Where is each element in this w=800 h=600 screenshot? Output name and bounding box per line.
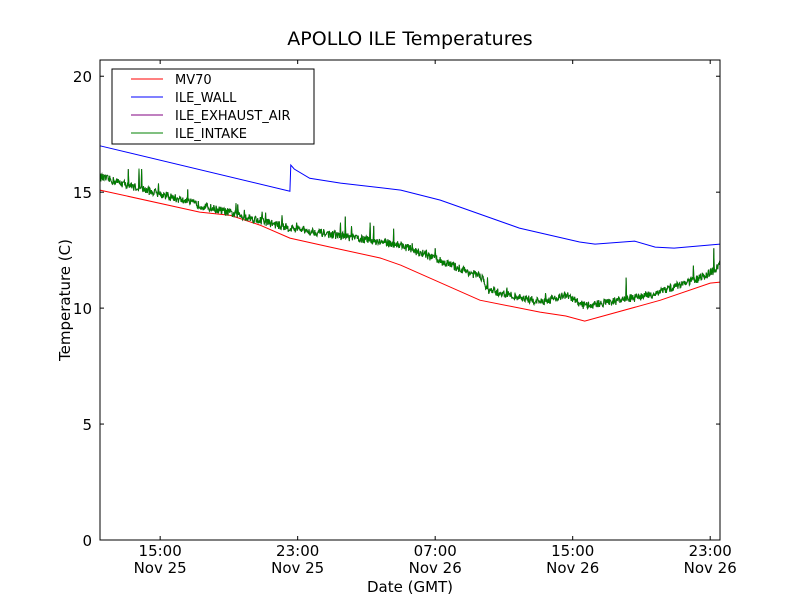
y-axis-label: Temperature (C) xyxy=(56,239,74,362)
series-line-mv70 xyxy=(99,189,721,322)
x-tick-date: Nov 26 xyxy=(409,559,462,577)
x-tick-date: Nov 26 xyxy=(546,559,599,577)
series-line-ile-intake xyxy=(99,168,721,311)
y-tick-label: 10 xyxy=(73,300,92,318)
y-tick-label: 15 xyxy=(73,184,92,202)
legend-label: ILE_INTAKE xyxy=(175,127,247,142)
y-tick-label: 20 xyxy=(73,68,92,86)
series-line-ile-wall xyxy=(99,145,721,249)
y-tick-label: 0 xyxy=(82,532,92,550)
x-tick-time: 15:00 xyxy=(551,542,594,560)
legend-label: ILE_EXHAUST_AIR xyxy=(175,109,291,124)
legend-label: MV70 xyxy=(175,73,212,88)
x-tick-time: 07:00 xyxy=(414,542,457,560)
x-tick-time: 23:00 xyxy=(689,542,732,560)
x-tick-date: Nov 26 xyxy=(684,559,737,577)
plot-frame xyxy=(99,59,721,541)
x-axis-label: Date (GMT) xyxy=(367,578,453,596)
x-tick-time: 23:00 xyxy=(276,542,319,560)
y-tick-label: 5 xyxy=(82,416,92,434)
legend-box xyxy=(111,68,315,145)
series-layer xyxy=(99,145,721,322)
x-tick-date: Nov 25 xyxy=(271,559,324,577)
series-line-ile-exhaust-air xyxy=(99,168,721,311)
x-tick-time: 15:00 xyxy=(139,542,182,560)
x-tick-date: Nov 25 xyxy=(134,559,187,577)
chart-title: APOLLO ILE Temperatures xyxy=(287,28,532,50)
legend: MV70 ILE_WALL ILE_EXHAUST_AIR ILE_INTAKE xyxy=(111,68,315,145)
legend-label: ILE_WALL xyxy=(175,91,237,106)
